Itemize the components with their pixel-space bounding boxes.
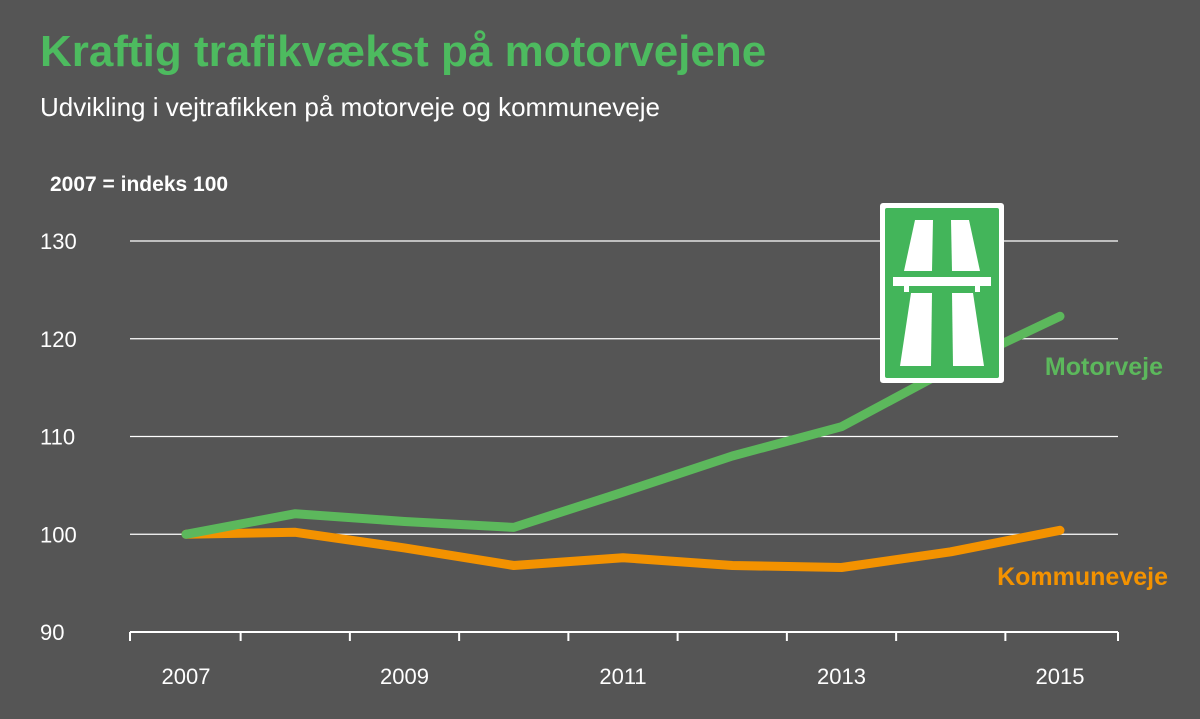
- x-tick-label: 2009: [380, 664, 429, 689]
- series-lines: [181, 311, 1065, 572]
- y-tick-label: 100: [40, 522, 77, 547]
- series-line: [181, 311, 1065, 539]
- x-tick-label: 2007: [162, 664, 211, 689]
- series-line: [181, 525, 1065, 572]
- x-axis: 2007 2009 2011 2013 2015: [129, 631, 1119, 689]
- y-tick-labels: 90 100 110 120 130: [40, 229, 77, 645]
- motorway-sign-icon: [880, 203, 1004, 383]
- y-axis-label: 2007 = indeks 100: [50, 173, 228, 196]
- x-tick-label: 2013: [817, 664, 866, 689]
- x-tick-label: 2011: [599, 664, 646, 689]
- x-tick-label: 2015: [1036, 664, 1085, 689]
- series-labels: Motorveje Kommuneveje: [997, 353, 1168, 591]
- chart-title: Kraftig trafikvækst på motorvejene: [40, 27, 766, 76]
- y-tick-label: 120: [40, 327, 77, 352]
- chart-subtitle: Udvikling i vejtrafikken på motorveje og…: [40, 92, 660, 122]
- y-tick-label: 130: [40, 229, 77, 254]
- y-tick-label: 90: [40, 620, 64, 645]
- y-tick-label: 110: [40, 425, 75, 450]
- series-label: Kommuneveje: [997, 563, 1168, 591]
- series-label: Motorveje: [1045, 353, 1163, 381]
